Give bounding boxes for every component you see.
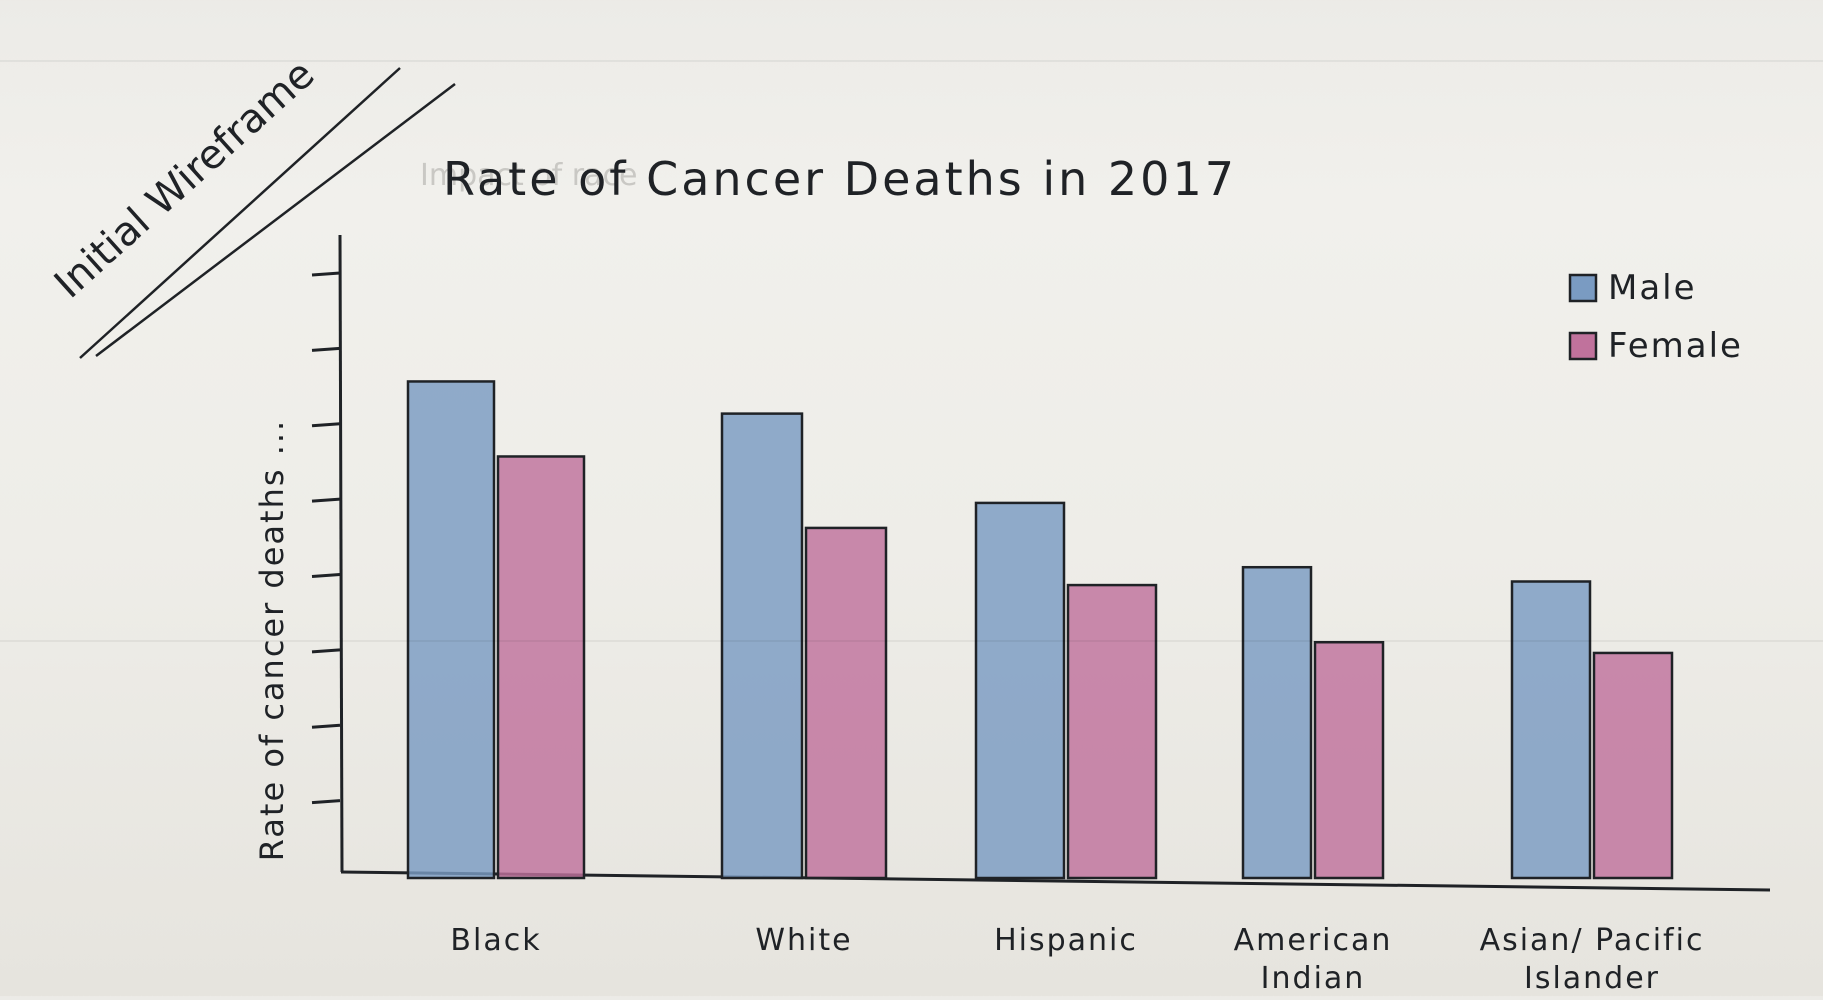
corner-note: Initial Wireframe [46,51,456,359]
y-axis-line [338,234,344,873]
chart-title: Rate of Cancer Deaths in 2017 [443,152,1237,206]
x-tick-label: Black [450,923,541,958]
bar-male-2 [720,412,804,880]
legend: Male Female [1568,268,1743,366]
y-tick [311,648,341,654]
bars-group [406,380,1674,880]
y-tick [311,723,341,729]
legend-swatch-male [1568,273,1598,303]
y-axis-label: Rate of cancer deaths ... [253,419,291,861]
x-tick-label: Indian [1261,961,1366,996]
bar-female-2 [804,526,888,880]
legend-label-male: Male [1608,268,1697,308]
corner-stroke-2 [95,83,456,357]
legend-label-female: Female [1608,326,1743,366]
bar-male-4 [1241,565,1313,880]
paper-fold [0,60,1823,62]
x-tick-label: White [755,923,852,958]
bar-female-1 [496,455,586,880]
x-tick-label: Asian/ Pacific [1480,923,1705,958]
y-tick [311,799,341,805]
corner-stroke-1 [79,67,401,359]
y-tick [311,271,341,277]
y-axis-ticks [311,271,341,805]
paper-fold [0,640,1823,642]
y-tick [311,346,341,352]
bar-male-1 [406,380,496,880]
y-tick [311,573,341,578]
x-tick-label: Hispanic [994,923,1138,958]
x-tick-label: American [1234,923,1393,958]
corner-note-text: Initial Wireframe [46,51,323,307]
bar-female-3 [1066,583,1158,880]
bar-male-3 [974,501,1066,880]
erased-ghost-text: Impact of race [420,158,637,193]
legend-swatch-female [1568,331,1598,361]
bar-male-5 [1510,580,1592,880]
x-tick-label: Islander [1524,961,1660,996]
bar-female-5 [1592,651,1674,880]
y-tick [311,422,341,428]
bar-female-4 [1313,640,1385,880]
y-tick [311,497,341,503]
